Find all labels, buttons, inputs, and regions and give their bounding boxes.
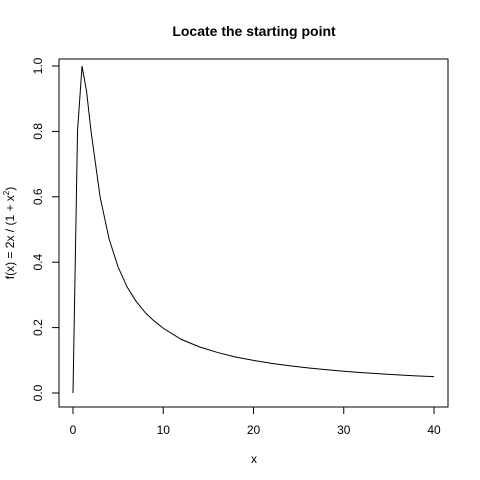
- y-axis: 0.0 0.2 0.4 0.6 0.8 1.0: [31, 57, 60, 401]
- x-tick-label: 20: [247, 423, 261, 437]
- x-tick-label: 40: [427, 423, 441, 437]
- plot-box: [58, 58, 449, 408]
- x-tick-label: 0: [70, 423, 77, 437]
- x-axis-label: x: [251, 452, 257, 466]
- y-tick-label: 0.2: [31, 319, 45, 336]
- y-axis-label-end: ): [3, 187, 17, 191]
- y-tick-label: 0.6: [31, 188, 45, 205]
- y-tick-label: 0.8: [31, 123, 45, 140]
- y-tick-label: 0.4: [31, 254, 45, 271]
- x-axis: 0 10 20 30 40: [70, 406, 441, 437]
- y-axis-label-main: f(x) = 2x / (1 + x: [3, 195, 17, 279]
- y-axis-label-superscript: 2: [2, 190, 11, 195]
- y-axis-label: f(x) = 2x / (1 + x2): [2, 187, 17, 279]
- x-tick-label: 10: [157, 423, 171, 437]
- y-tick-label: 0.0: [31, 384, 45, 401]
- y-tick-label: 1.0: [31, 57, 45, 74]
- x-tick-label: 30: [337, 423, 351, 437]
- series-line: [72, 65, 435, 394]
- chart-title: Locate the starting point: [172, 23, 336, 39]
